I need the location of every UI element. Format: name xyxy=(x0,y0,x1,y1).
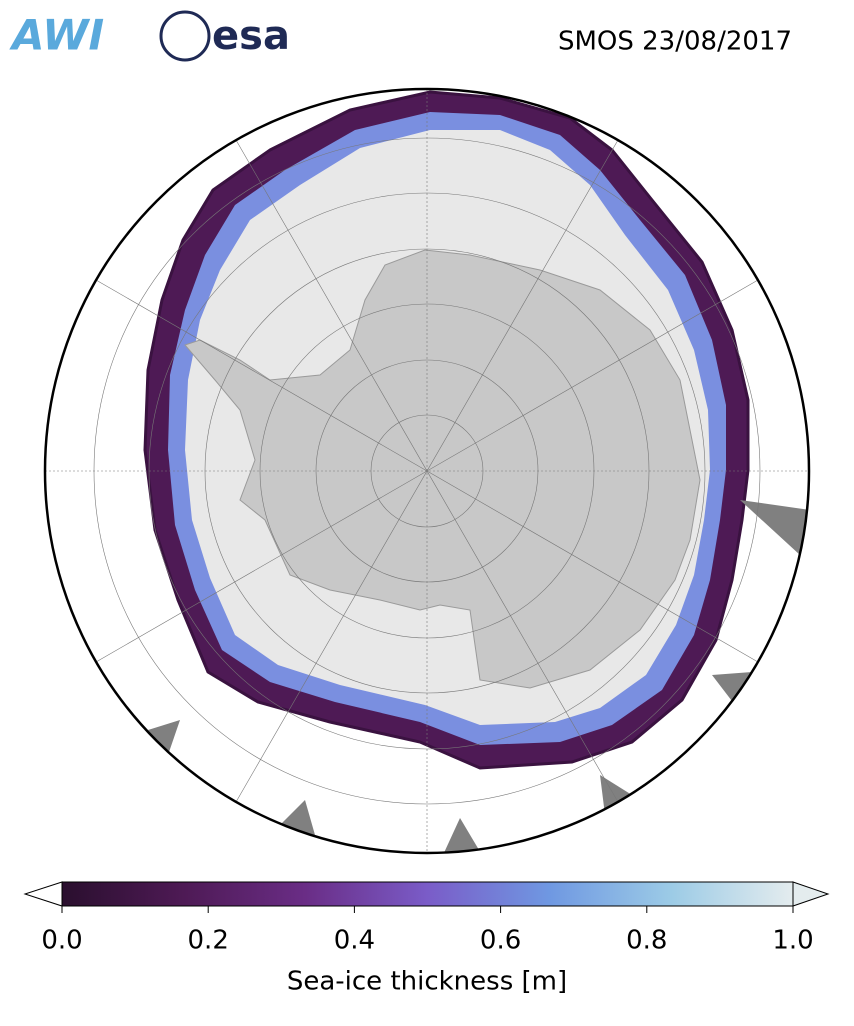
colorbar-label: Sea-ice thickness [m] xyxy=(287,967,567,997)
land xyxy=(712,672,752,705)
esa-logo: esa xyxy=(212,13,290,59)
land xyxy=(148,720,180,755)
colorbar-tick-label: 1.0 xyxy=(772,926,813,956)
colorbar-extend-high xyxy=(792,881,830,907)
map xyxy=(45,89,809,853)
map-boundary xyxy=(43,87,811,855)
colorbar-tick-label: 0.6 xyxy=(480,926,521,956)
awi-logo: AWI xyxy=(9,11,104,60)
colorbar-tick-label: 0.4 xyxy=(334,926,375,956)
title: SMOS 23/08/2017 xyxy=(558,27,792,57)
colorbar-extend-low xyxy=(23,881,63,907)
esa-emblem xyxy=(159,10,211,62)
land xyxy=(443,818,482,853)
colorbar-gradient xyxy=(61,881,794,907)
colorbar-tick-label: 0.2 xyxy=(188,926,229,956)
colorbar-tick-label: 0.0 xyxy=(41,926,82,956)
colorbar xyxy=(23,881,830,913)
antarctica xyxy=(184,249,701,689)
colorbar-tick-label: 0.8 xyxy=(626,926,667,956)
graticule xyxy=(45,89,809,853)
